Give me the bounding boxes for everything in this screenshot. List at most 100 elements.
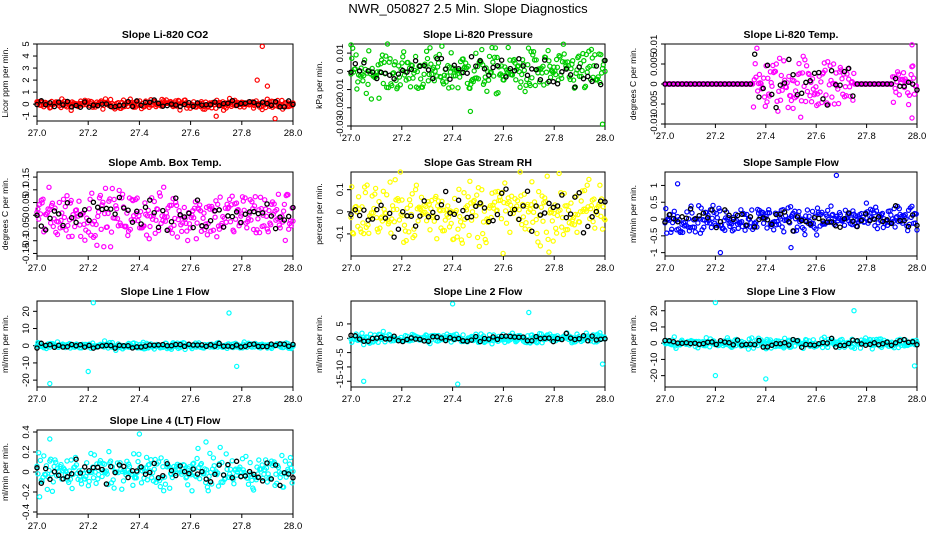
reference-point xyxy=(533,66,539,73)
x-tick-label: 27.0 xyxy=(28,394,47,405)
reference-point xyxy=(576,190,582,196)
reference-point xyxy=(51,344,58,351)
outlier-point xyxy=(259,43,265,50)
reference-point xyxy=(709,207,715,213)
reference-point xyxy=(207,217,214,224)
data-point xyxy=(507,229,513,235)
data-point xyxy=(427,227,433,233)
reference-point xyxy=(168,218,175,225)
data-point xyxy=(703,335,710,341)
data-point xyxy=(812,90,818,96)
data-point xyxy=(584,182,590,188)
outlier-point xyxy=(712,299,719,306)
data-point xyxy=(467,178,473,184)
data-point xyxy=(251,203,258,209)
data-point xyxy=(275,191,282,197)
data-point xyxy=(857,345,864,351)
data-point xyxy=(156,190,163,196)
reference-point xyxy=(259,210,266,216)
reference-point xyxy=(108,342,114,349)
data-point xyxy=(150,212,157,218)
reference-point xyxy=(90,464,97,471)
reference-point xyxy=(451,336,458,342)
reference-point xyxy=(507,210,514,217)
data-point xyxy=(584,69,590,76)
reference-point xyxy=(743,222,749,228)
data-point xyxy=(591,62,597,69)
reference-point xyxy=(828,335,835,342)
reference-point xyxy=(490,64,496,71)
reference-point xyxy=(567,211,574,217)
data-point xyxy=(455,226,461,232)
data-point xyxy=(481,208,488,214)
data-point xyxy=(776,55,783,62)
reference-point xyxy=(412,58,419,64)
y-tick-label: -0.005 xyxy=(649,91,660,118)
reference-point xyxy=(55,99,62,105)
reference-point xyxy=(490,217,496,224)
reference-point xyxy=(507,65,514,72)
data-point xyxy=(63,468,69,475)
y-axis-label: ml/min per min. xyxy=(628,315,638,373)
reference-point xyxy=(121,463,127,470)
y-tick-label: 0 xyxy=(21,343,32,348)
y-tick-label: -20 xyxy=(649,369,660,383)
reference-point xyxy=(285,98,292,104)
data-point xyxy=(456,186,462,192)
reference-point xyxy=(203,476,209,482)
data-point xyxy=(480,230,486,237)
data-point xyxy=(521,191,528,197)
chart-panel-7: Slope Line 1 Flow ml/min per min. 27.0 27.2… xyxy=(0,286,302,405)
data-point xyxy=(570,77,577,83)
y-tick-label: 5 xyxy=(335,321,346,326)
data-point xyxy=(113,205,120,212)
data-point xyxy=(545,47,551,54)
reference-point xyxy=(391,234,397,240)
data-point xyxy=(806,71,812,78)
reference-point xyxy=(272,99,279,105)
y-tick-label: 0.4 xyxy=(21,425,32,438)
reference-point xyxy=(151,209,157,216)
y-tick-label: -15 xyxy=(335,374,346,388)
reference-point xyxy=(60,222,66,229)
reference-point xyxy=(554,203,561,209)
data-point xyxy=(65,233,72,240)
x-tick-label: 27.2 xyxy=(393,133,412,144)
reference-point xyxy=(220,224,227,230)
data-point xyxy=(570,58,576,64)
data-point xyxy=(803,98,809,105)
data-point xyxy=(464,80,471,87)
data-point xyxy=(256,229,263,236)
data-point xyxy=(207,450,213,457)
data-point xyxy=(809,208,816,215)
reference-point xyxy=(181,343,188,350)
data-point xyxy=(355,79,361,85)
reference-point xyxy=(730,216,737,223)
x-tick-label: 27.0 xyxy=(656,394,675,405)
reference-point xyxy=(181,468,188,475)
reference-point xyxy=(81,344,88,350)
reference-point xyxy=(781,339,788,346)
data-point xyxy=(910,75,917,81)
data-point xyxy=(588,46,595,53)
reference-point xyxy=(55,211,62,217)
reference-point xyxy=(739,211,745,218)
reference-point xyxy=(125,207,131,213)
data-point xyxy=(401,222,408,228)
data-point xyxy=(813,226,819,232)
reference-point xyxy=(486,336,492,342)
data-point xyxy=(839,75,845,82)
reference-point xyxy=(285,471,292,477)
data-point xyxy=(432,68,438,74)
data-point xyxy=(124,210,130,216)
reference-point xyxy=(251,99,257,106)
x-tick-label: 27.8 xyxy=(545,133,564,144)
reference-point xyxy=(850,93,856,99)
data-point xyxy=(288,222,294,229)
chart-panel-2: Slope Li-820 Pressure kPa per min. 27.0 27.… xyxy=(314,29,614,144)
reference-point xyxy=(455,197,462,203)
reference-point xyxy=(378,334,384,340)
y-axis-label: ml/min per min. xyxy=(0,315,10,373)
x-tick-label: 27.8 xyxy=(233,394,252,405)
reference-point xyxy=(34,101,40,108)
